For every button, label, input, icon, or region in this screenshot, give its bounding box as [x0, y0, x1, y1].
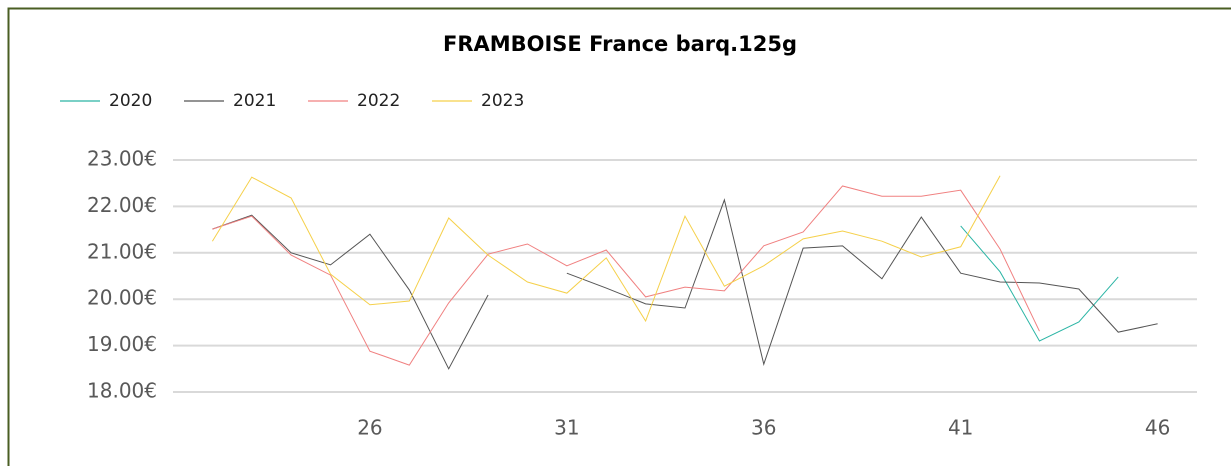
legend-label: 2022: [357, 91, 400, 111]
x-tick-label: 41: [948, 416, 973, 440]
y-tick-label: 19.00€: [87, 332, 157, 356]
legend-label: 2020: [109, 91, 152, 111]
x-tick-label: 36: [751, 416, 776, 440]
x-tick-label: 46: [1145, 416, 1170, 440]
y-tick-label: 21.00€: [87, 239, 157, 263]
x-tick-label: 31: [554, 416, 579, 440]
legend-label: 2023: [481, 91, 524, 111]
x-tick-label: 26: [357, 416, 382, 440]
frame: [9, 9, 1231, 467]
y-tick-label: 23.00€: [87, 147, 157, 171]
y-tick-label: 22.00€: [87, 193, 157, 217]
legend-label: 2021: [233, 91, 276, 111]
y-tick-label: 20.00€: [87, 286, 157, 310]
y-tick-label: 18.00€: [87, 379, 157, 403]
chart-title: FRAMBOISE France barq.125g: [443, 32, 797, 56]
